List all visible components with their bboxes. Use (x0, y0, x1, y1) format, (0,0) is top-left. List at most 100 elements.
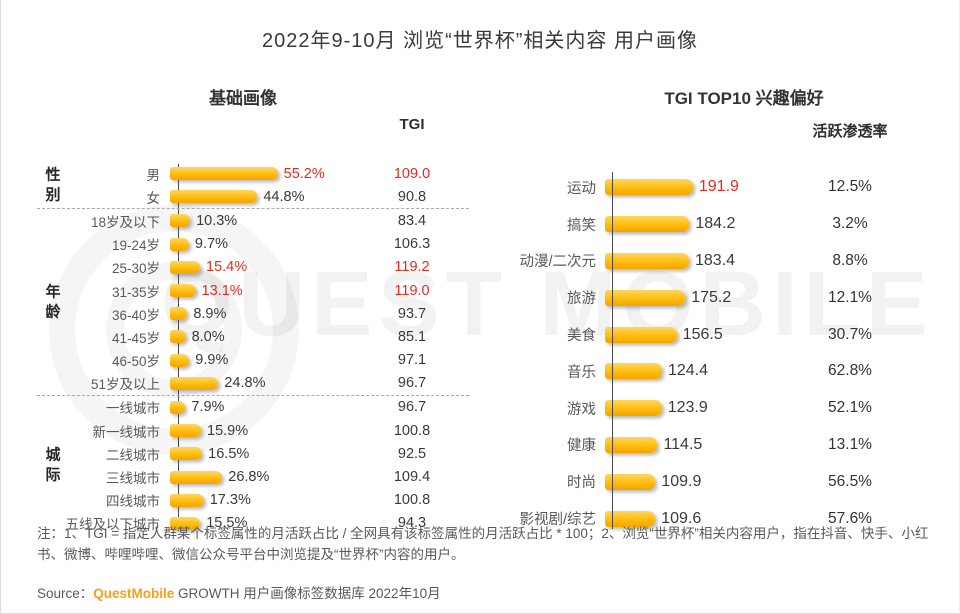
category-label: 31-35岁 (111, 284, 160, 300)
value-bar (605, 436, 658, 453)
value-bar (605, 400, 662, 417)
tgi-value: 93.7 (397, 305, 427, 322)
penetration-value: 62.8% (828, 362, 872, 380)
category-label: 美食 (567, 328, 596, 345)
chart-row: 25-30岁 15.4% 119.2 (37, 256, 469, 279)
value-bar (170, 470, 223, 484)
basic-profile-chart: 基础画像 TGI 性 别 男 55.2% 109.0 女 44.8% 90.8 年 龄 18岁及… (37, 84, 469, 535)
value-label: 16.5% (208, 445, 250, 462)
chart-row: 新一线城市 15.9% 100.8 (37, 419, 469, 442)
value-label: 26.8% (228, 469, 270, 486)
value-bar (170, 307, 188, 321)
chart-group: 城 际 一线城市 7.9% 96.7 新一线城市 15.9% 100.8 二线城市 16.5% 9… (37, 394, 469, 535)
category-label: 五线及以下城市 (65, 517, 161, 533)
category-label: 旅游 (567, 291, 596, 308)
penetration-value: 52.1% (828, 399, 872, 417)
tgi-value: 191.9 (698, 178, 739, 196)
tgi-value: 96.7 (397, 399, 427, 416)
category-label: 三线城市 (106, 471, 160, 487)
penetration-value: 12.5% (828, 178, 872, 196)
tgi-value: 119.2 (394, 259, 430, 276)
bar-zone: 109.9 (604, 473, 785, 491)
category-label: 动漫/二次元 (519, 254, 596, 271)
category-label: 游戏 (567, 401, 596, 418)
tgi-value: 109.0 (393, 165, 431, 182)
value-label: 8.9% (193, 305, 227, 322)
penetration-value: 30.7% (828, 325, 872, 343)
value-label: 9.7% (194, 236, 228, 253)
bar-zone: 10.3% (169, 213, 373, 229)
value-label: 9.9% (195, 352, 229, 369)
penetration-column-header: 活跃渗透率 (812, 123, 888, 140)
bar-zone: 191.9 (604, 178, 785, 196)
value-label: 17.3% (209, 492, 251, 509)
bar-zone: 9.7% (169, 236, 373, 252)
tgi-value: 156.5 (682, 325, 723, 343)
category-label: 音乐 (567, 364, 596, 381)
chart-row: 游戏 123.9 52.1% (493, 390, 929, 427)
tgi-value: 90.8 (397, 188, 427, 205)
value-bar (170, 353, 190, 367)
chart-row: 搞笑 184.2 3.2% (493, 206, 929, 243)
value-bar (170, 424, 201, 438)
tgi-value: 94.3 (397, 515, 427, 532)
tgi-value: 114.5 (663, 435, 703, 453)
bar-zone: 123.9 (604, 399, 785, 417)
value-bar (170, 190, 258, 204)
category-label: 51岁及以上 (90, 377, 160, 393)
value-bar (170, 167, 278, 181)
value-label: 13.1% (201, 282, 243, 299)
value-bar (170, 447, 203, 461)
tgi-value: 100.8 (393, 422, 431, 439)
chart-row: 女 44.8% 90.8 (37, 185, 469, 208)
category-label: 二线城市 (106, 447, 160, 463)
chart-row: 三线城市 26.8% 109.4 (37, 465, 469, 488)
chart-row: 51岁及以上 24.8% 96.7 (37, 372, 469, 395)
bar-zone: 8.9% (169, 306, 373, 322)
interest-chart-rows: 运动 191.9 12.5% 搞笑 184.2 3.2% 动漫/二次元 183.4 8.8% 旅游… (493, 169, 929, 537)
basic-chart-axis (178, 164, 179, 531)
tgi-value: 100.8 (393, 492, 431, 509)
footnote: 注：1、TGI = 指定人群某个标签属性的月活跃占比 / 全网具有该标签属性的月… (37, 526, 929, 562)
category-label: 四线城市 (106, 494, 160, 510)
penetration-value: 57.6% (828, 509, 872, 527)
value-bar (605, 252, 689, 269)
bar-zone: 16.5% (169, 446, 373, 462)
chart-row: 五线及以下城市 15.5% 94.3 (37, 512, 469, 535)
tgi-value: 183.4 (694, 251, 736, 269)
chart-row: 音乐 124.4 62.8% (493, 353, 929, 390)
value-label: 7.9% (191, 399, 225, 416)
value-label: 15.5% (206, 515, 248, 532)
category-label: 46-50岁 (111, 354, 160, 370)
chart-row: 旅游 175.2 12.1% (493, 279, 929, 316)
category-label: 健康 (567, 438, 596, 455)
value-label: 15.9% (207, 422, 249, 439)
tgi-value: 85.1 (397, 328, 427, 345)
tgi-column-header: TGI (399, 116, 425, 133)
bar-zone: 124.4 (604, 362, 785, 380)
bar-zone: 109.6 (604, 510, 785, 528)
category-label: 男 (146, 167, 161, 183)
bar-zone: 15.4% (169, 259, 373, 275)
category-label: 搞笑 (567, 217, 596, 234)
category-label: 19-24岁 (111, 238, 160, 254)
chart-row: 31-35岁 13.1% 119.0 (37, 279, 469, 302)
chart-row: 动漫/二次元 183.4 8.8% (493, 243, 929, 280)
chart-row: 四线城市 17.3% 100.8 (37, 489, 469, 512)
page-title: 2022年9-10月 浏览“世界杯”相关内容 用户画像 (262, 30, 698, 52)
category-label: 25-30岁 (111, 261, 160, 277)
category-label: 36-40岁 (111, 307, 160, 323)
bar-zone: 156.5 (604, 326, 785, 344)
value-label: 24.8% (224, 375, 266, 392)
category-label: 时尚 (567, 475, 596, 492)
value-bar (170, 493, 204, 507)
value-bar (605, 363, 662, 380)
basic-chart-rows: 性 别 男 55.2% 109.0 女 44.8% 90.8 年 龄 18岁及以下 10.3% 83… (37, 162, 469, 535)
bar-zone: 9.9% (169, 352, 373, 368)
chart-row: 一线城市 7.9% 96.7 (37, 396, 469, 419)
source-suffix: GROWTH 用户画像标签数据库 2022年10月 (174, 586, 441, 601)
chart-row: 19-24岁 9.7% 106.3 (37, 233, 469, 256)
chart-group: 年 龄 18岁及以下 10.3% 83.4 19-24岁 9.7% 106.3 25-30岁 1… (37, 208, 469, 395)
bar-zone: 24.8% (169, 375, 373, 391)
category-label: 影视剧/综艺 (519, 512, 596, 529)
